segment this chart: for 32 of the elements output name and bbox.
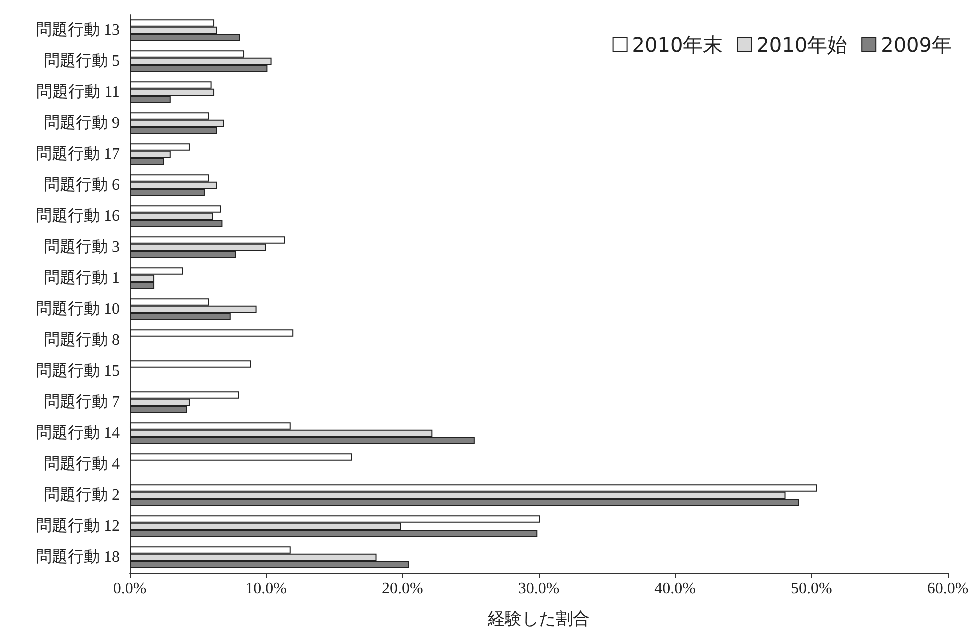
- x-tick-label: 0.0%: [113, 580, 147, 598]
- y-tick-label: 問題行動 4: [44, 456, 120, 473]
- y-tick-label: 問題行動 1: [44, 270, 120, 287]
- y-tick-label: 問題行動 2: [44, 487, 120, 504]
- x-tick-label: 40.0%: [654, 580, 696, 598]
- bar: [130, 454, 352, 461]
- x-tick-label: 50.0%: [791, 580, 832, 598]
- y-tick-label: 問題行動 10: [36, 301, 120, 318]
- x-tick-label: 10.0%: [246, 580, 287, 598]
- bar: [130, 360, 252, 368]
- y-tick-label: 問題行動 9: [44, 115, 120, 132]
- y-tick-label: 問題行動 11: [36, 84, 120, 101]
- y-tick-label: 問題行動 14: [36, 425, 120, 442]
- y-tick-label: 問題行動 8: [44, 332, 120, 349]
- y-tick-label: 問題行動 15: [36, 363, 120, 380]
- y-tick-label: 問題行動 17: [36, 146, 120, 163]
- x-tick-label: 60.0%: [927, 580, 969, 598]
- x-tick-label: 20.0%: [382, 580, 424, 598]
- legend-label: 2010年始: [756, 33, 848, 57]
- y-tick-label: 問題行動 18: [36, 549, 120, 566]
- y-tick-label: 問題行動 12: [36, 518, 120, 535]
- x-axis-title: 経験した割合: [487, 610, 590, 630]
- legend-label: 2009年: [881, 33, 952, 57]
- y-tick-label: 問題行動 7: [44, 394, 120, 411]
- y-tick-label: 問題行動 3: [44, 239, 120, 256]
- y-tick-label: 問題行動 16: [36, 208, 120, 225]
- x-tick-label: 30.0%: [518, 580, 560, 598]
- bar: [130, 330, 294, 337]
- y-tick-label: 問題行動 5: [44, 53, 120, 70]
- y-tick-label: 問題行動 6: [44, 177, 120, 194]
- legend-label: 2010年末: [632, 33, 724, 57]
- y-tick-label: 問題行動 13: [36, 22, 120, 39]
